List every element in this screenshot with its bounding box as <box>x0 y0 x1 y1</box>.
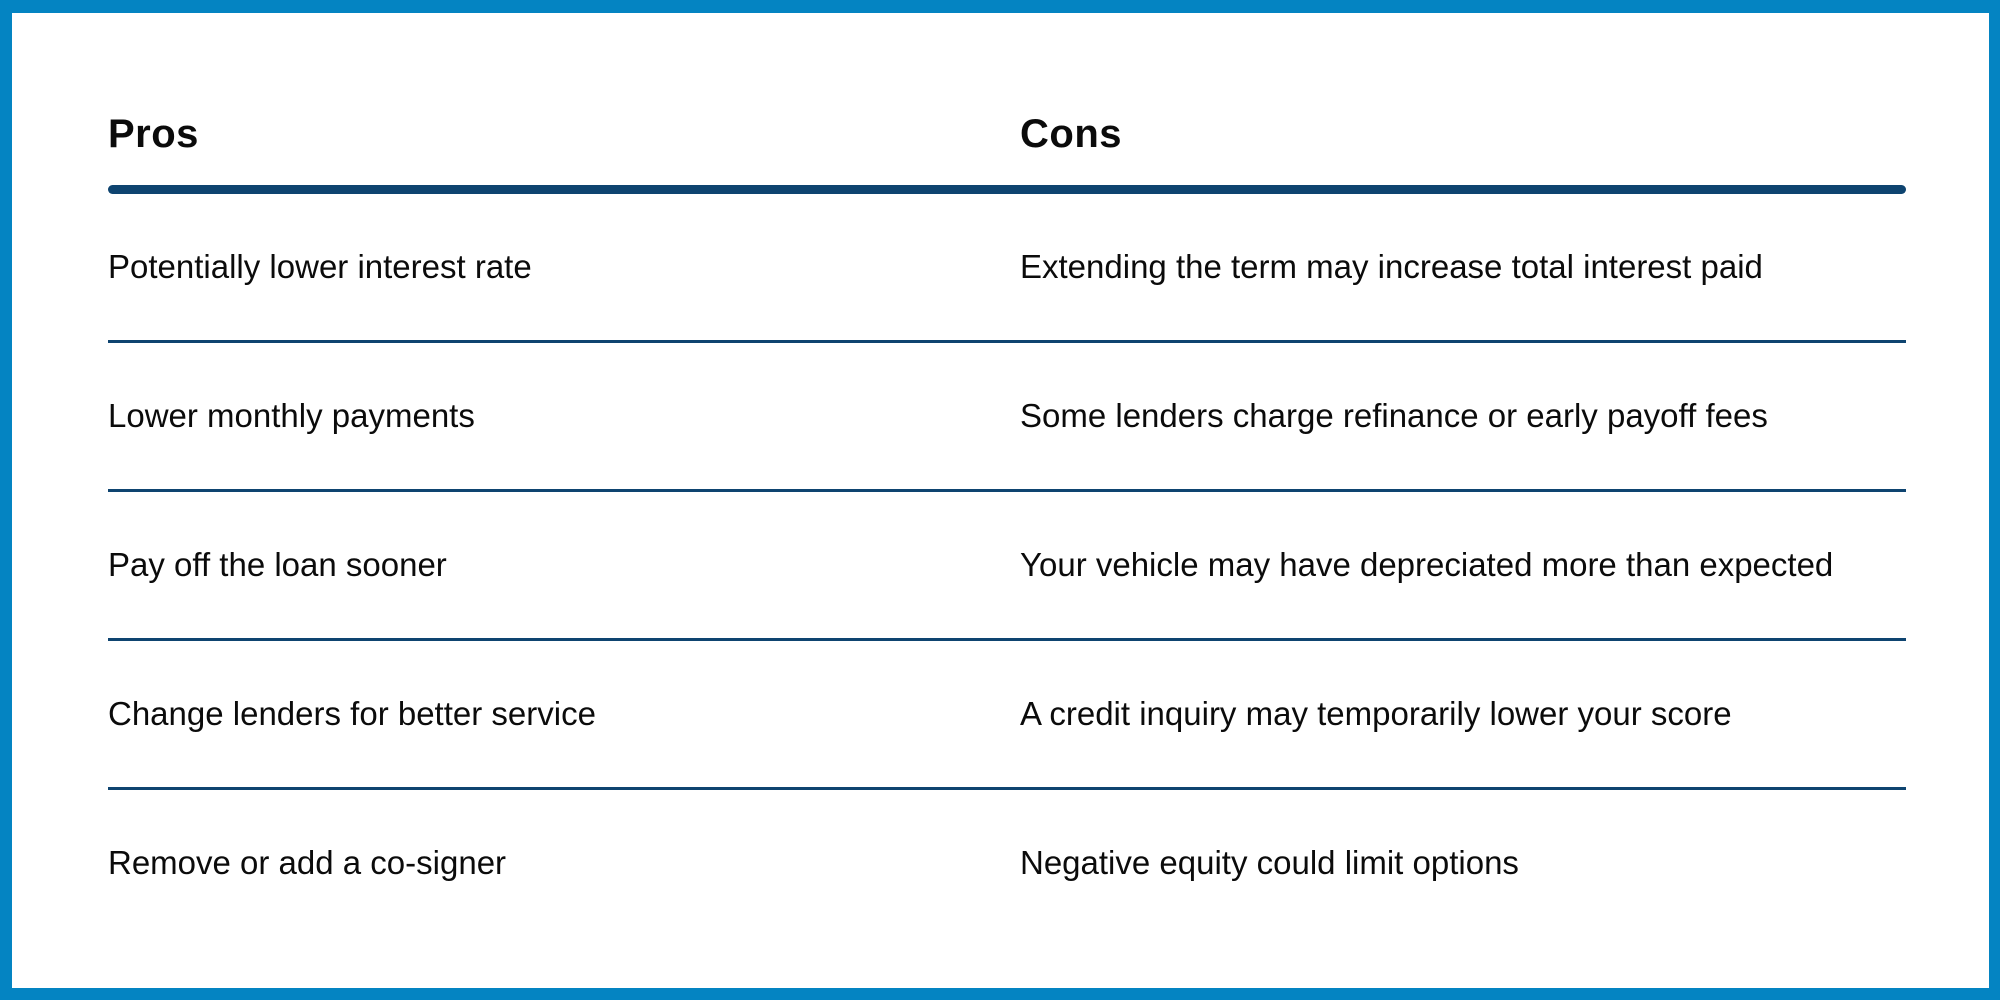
con-cell: Some lenders charge refinance or early p… <box>1020 397 1768 435</box>
table-header-row: Pros Cons <box>108 13 1906 155</box>
pros-column-header: Pros <box>108 112 199 156</box>
pro-cell: Lower monthly payments <box>108 397 475 435</box>
pro-cell: Change lenders for better service <box>108 695 596 733</box>
pro-cell: Pay off the loan sooner <box>108 546 447 584</box>
con-cell: A credit inquiry may temporarily lower y… <box>1020 695 1732 733</box>
con-cell: Your vehicle may have depreciated more t… <box>1020 546 1834 584</box>
row-divider <box>108 638 1906 641</box>
pros-cons-table: Pros Cons Potentially lower interest rat… <box>108 13 1906 936</box>
con-cell: Extending the term may increase total in… <box>1020 248 1763 286</box>
pro-cell: Potentially lower interest rate <box>108 248 532 286</box>
row-divider <box>108 489 1906 492</box>
pros-cons-panel: Pros Cons Potentially lower interest rat… <box>12 13 1989 988</box>
header-divider <box>108 185 1906 194</box>
table-row: Change lenders for better service A cred… <box>108 641 1906 787</box>
cons-column-header: Cons <box>1020 112 1122 156</box>
table-row: Lower monthly payments Some lenders char… <box>108 343 1906 489</box>
table-row: Potentially lower interest rate Extendin… <box>108 194 1906 340</box>
con-cell: Negative equity could limit options <box>1020 844 1519 882</box>
row-divider <box>108 787 1906 790</box>
table-row: Remove or add a co-signer Negative equit… <box>108 790 1906 936</box>
table-row: Pay off the loan sooner Your vehicle may… <box>108 492 1906 638</box>
pro-cell: Remove or add a co-signer <box>108 844 507 882</box>
row-divider <box>108 340 1906 343</box>
